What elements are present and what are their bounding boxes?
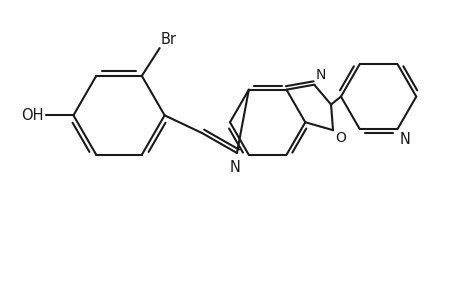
Text: OH: OH: [21, 108, 44, 123]
Text: Br: Br: [160, 32, 176, 47]
Text: N: N: [398, 132, 409, 147]
Text: N: N: [229, 160, 240, 175]
Text: O: O: [334, 131, 345, 145]
Text: N: N: [314, 68, 325, 82]
